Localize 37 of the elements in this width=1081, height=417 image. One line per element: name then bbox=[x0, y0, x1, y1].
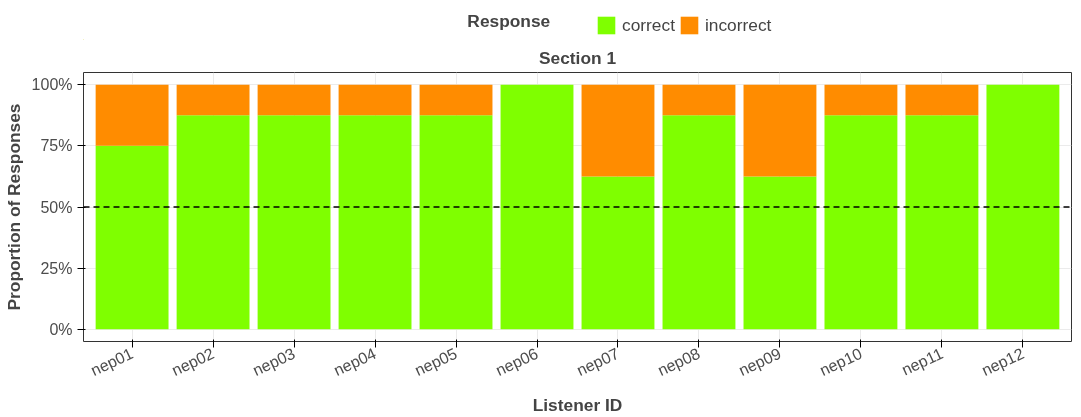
y-tick-label: 100% bbox=[31, 76, 73, 94]
bar bbox=[338, 115, 412, 330]
y-tick-label: 25% bbox=[40, 259, 73, 277]
x-tick-label: nep01 bbox=[88, 344, 136, 380]
x-tick-label: nep10 bbox=[817, 344, 865, 380]
bar bbox=[662, 84, 736, 116]
legend-title: Response bbox=[467, 10, 551, 31]
bar bbox=[824, 115, 898, 330]
bar bbox=[500, 84, 574, 330]
bar bbox=[338, 84, 412, 116]
legend-label: correct bbox=[622, 14, 675, 36]
legend-label: incorrect bbox=[704, 14, 772, 36]
bar bbox=[581, 84, 655, 177]
bar bbox=[95, 84, 169, 146]
bar bbox=[257, 84, 331, 116]
y-tick-label: 75% bbox=[40, 137, 73, 155]
bar bbox=[419, 84, 493, 116]
bar bbox=[743, 84, 817, 177]
y-axis-title: Proportion of Responses bbox=[3, 103, 24, 311]
bar bbox=[419, 115, 493, 330]
bar bbox=[257, 115, 331, 330]
bar bbox=[824, 84, 898, 116]
bar bbox=[905, 115, 979, 330]
y-tick-label: 50% bbox=[40, 198, 73, 216]
x-axis-title: Listener ID bbox=[532, 394, 623, 415]
chart-subtitle: Section 1 bbox=[538, 47, 617, 68]
bar bbox=[905, 84, 979, 116]
bar bbox=[176, 84, 250, 116]
x-tick-label: nep11 bbox=[899, 344, 946, 379]
y-tick-label: 0% bbox=[49, 320, 73, 338]
x-tick-label: nep09 bbox=[736, 344, 784, 380]
bar bbox=[662, 115, 736, 330]
bar bbox=[95, 145, 169, 330]
bar bbox=[986, 84, 1060, 330]
bar bbox=[743, 176, 817, 330]
bar bbox=[176, 115, 250, 330]
bar bbox=[581, 176, 655, 330]
